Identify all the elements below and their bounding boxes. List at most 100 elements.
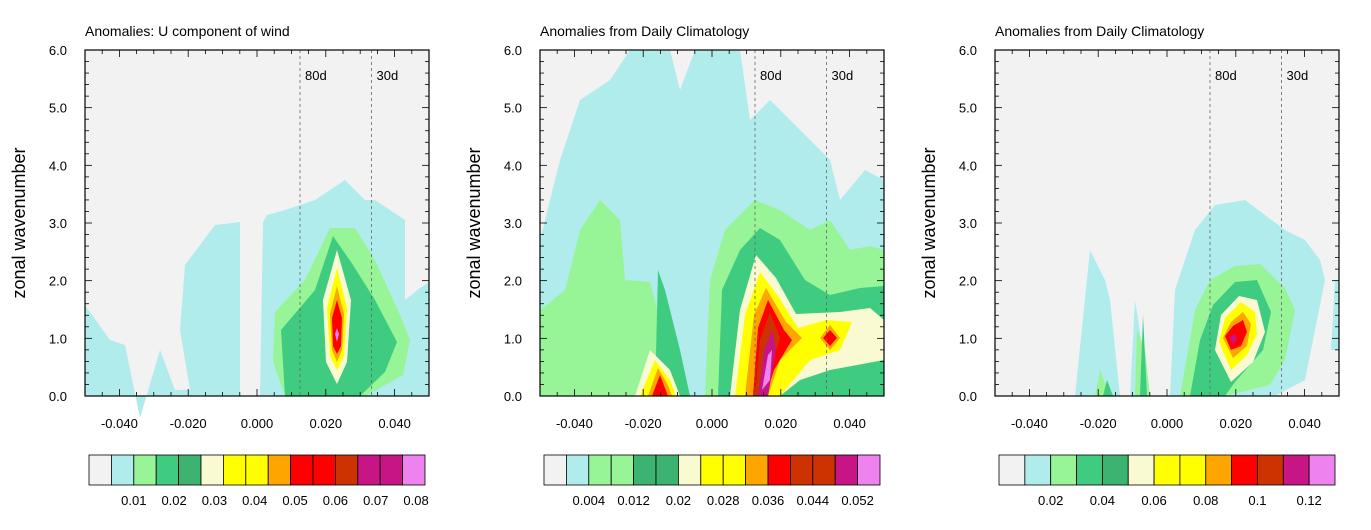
colorbar-box-6: [678, 454, 702, 486]
colorbar-box-10: [767, 454, 791, 486]
colorbar-box-9: [745, 454, 769, 486]
contour-region-7: [335, 328, 339, 342]
contour-region-12: [652, 375, 668, 396]
y-tick-label: 4.0: [504, 158, 522, 173]
x-tick-label: 0.020: [765, 416, 798, 431]
colorbar-box-11: [1282, 454, 1310, 486]
y-tick-label: 6.0: [959, 43, 977, 58]
y-tick-label: 0.0: [49, 389, 67, 404]
reference-label-80d: 80d: [1215, 68, 1237, 83]
x-tick-label: 0.020: [310, 416, 343, 431]
y-tick-label: 6.0: [49, 43, 67, 58]
colorbar-label: 0.01: [121, 493, 146, 508]
y-tick-label: 4.0: [49, 158, 67, 173]
y-tick-label: 2.0: [959, 274, 977, 289]
colorbar-label: 0.06: [323, 493, 348, 508]
colorbar-label: 0.08: [403, 493, 428, 508]
colorbar-box-4: [633, 454, 657, 486]
colorbar-label: 0.08: [1193, 493, 1218, 508]
colorbar-label: 0.052: [841, 493, 874, 508]
colorbar-box-14: [857, 454, 881, 486]
colorbar-box-4: [178, 454, 202, 486]
y-tick-label: 2.0: [49, 274, 67, 289]
colorbar-label: 0.028: [707, 493, 740, 508]
x-tick-label: -0.020: [625, 416, 662, 431]
colorbar-label: 0.1: [1248, 493, 1266, 508]
chart-title: Anomalies from Daily Climatology: [540, 23, 749, 39]
colorbar-label: 0.12: [1296, 493, 1321, 508]
colorbar-box-5: [200, 454, 224, 486]
colorbar-box-0: [998, 454, 1026, 486]
colorbar-label: 0.036: [752, 493, 785, 508]
colorbar-box-11: [790, 454, 814, 486]
y-tick-label: 3.0: [504, 216, 522, 231]
contour-fills: [85, 180, 429, 418]
colorbar-box-12: [357, 454, 381, 486]
colorbar-box-0: [543, 454, 567, 486]
y-tick-label: 3.0: [49, 216, 67, 231]
reference-label-30d: 30d: [1287, 68, 1309, 83]
x-tick-label: -0.020: [170, 416, 207, 431]
colorbar-label: 0.04: [1090, 493, 1115, 508]
x-tick-label: -0.040: [556, 416, 593, 431]
colorbar-box-2: [588, 454, 612, 486]
colorbar-box-12: [1308, 454, 1336, 486]
x-tick-label: -0.040: [101, 416, 138, 431]
x-tick-label: 0.000: [1151, 416, 1184, 431]
colorbar-label: 0.02: [666, 493, 691, 508]
x-tick-label: 0.040: [833, 416, 866, 431]
colorbar-box-3: [610, 454, 635, 486]
chart-title: Anomalies from Daily Climatology: [995, 23, 1204, 39]
colorbar-box-6: [1153, 454, 1181, 486]
contour-region-0: [1075, 250, 1120, 396]
colorbar-label: 0.02: [161, 493, 186, 508]
y-tick-label: 5.0: [49, 101, 67, 116]
reference-label-30d: 30d: [377, 68, 399, 83]
colorbar-box-7: [1179, 454, 1207, 486]
colorbar-label: 0.004: [573, 493, 606, 508]
colorbar-box-0: [88, 454, 112, 486]
y-tick-label: 5.0: [504, 101, 522, 116]
x-tick-label: 0.000: [696, 416, 729, 431]
colorbar-box-12: [812, 454, 836, 486]
colorbar-box-6: [222, 454, 247, 486]
colorbar-label: 0.07: [363, 493, 388, 508]
y-tick-label: 1.0: [49, 331, 67, 346]
colorbar-box-2: [1050, 454, 1077, 486]
y-tick-label: 2.0: [504, 274, 522, 289]
colorbar-box-7: [700, 454, 724, 486]
x-tick-label: -0.040: [1011, 416, 1048, 431]
chart-title: Anomalies: U component of wind: [85, 23, 290, 39]
colorbar-box-7: [245, 454, 269, 486]
contour-region-13: [1225, 320, 1247, 350]
colorbar-label: 0.044: [797, 493, 830, 508]
colorbar-box-1: [111, 454, 135, 486]
y-tick-label: 3.0: [959, 216, 977, 231]
panel-daily-climatology-1: 80d 30d -0.040 -0.020 0.000 0.020 0.040 0.0 1.0 2…: [464, 23, 885, 508]
reference-label-80d: 80d: [305, 68, 327, 83]
x-tick-label: 0.020: [1220, 416, 1253, 431]
colorbar-label: 0.06: [1141, 493, 1166, 508]
y-tick-label: 4.0: [959, 158, 977, 173]
colorbar-box-8: [1205, 454, 1233, 486]
y-tick-label: 0.0: [504, 389, 522, 404]
y-axis-label: zonal wavenumber: [9, 147, 29, 298]
contour-region-6: [332, 300, 342, 354]
colorbar-label: 0.03: [202, 493, 227, 508]
contour-fills: [540, 50, 884, 396]
contour-region-17: [762, 350, 772, 390]
colorbar-box-11: [334, 454, 359, 486]
colorbar-label: 0.012: [617, 493, 650, 508]
y-tick-label: 0.0: [959, 389, 977, 404]
x-tick-label: -0.020: [1080, 416, 1117, 431]
colorbar-box-14: [402, 454, 426, 486]
y-axis-label: zonal wavenumber: [464, 147, 484, 298]
colorbar-box-5: [655, 454, 679, 486]
y-axis-label: zonal wavenumber: [919, 147, 939, 298]
colorbar-box-10: [312, 454, 336, 486]
colorbar-box-1: [566, 454, 590, 486]
contour-region-14: [1229, 334, 1237, 344]
x-tick-label: 0.000: [241, 416, 274, 431]
colorbar-box-8: [722, 454, 747, 486]
colorbar-label: 0.02: [1038, 493, 1063, 508]
